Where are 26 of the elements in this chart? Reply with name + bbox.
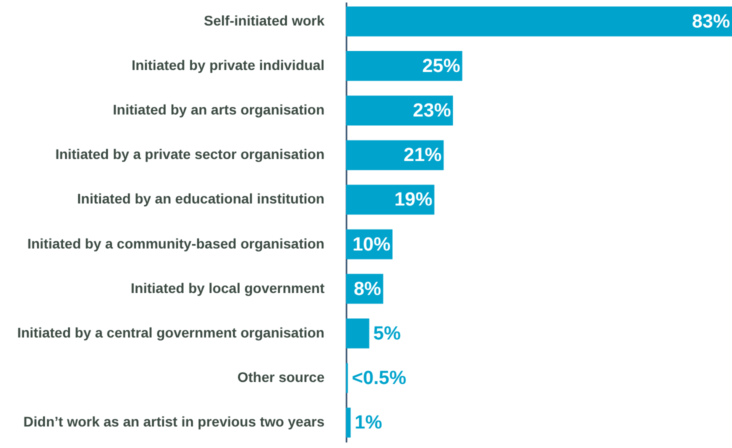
data-label: 1%: [354, 412, 382, 434]
y-tick-label: Initiated by an educational institution: [77, 190, 324, 207]
y-tick-label: Didn’t work as an artist in previous two years: [23, 414, 325, 430]
y-tick-label: Initiated by a community-based organisation: [27, 235, 324, 252]
y-tick-label: Other source: [237, 369, 325, 386]
y-tick-label: Initiated by local government: [130, 280, 325, 296]
y-tick-label: Initiated by an arts organisation: [112, 102, 324, 118]
data-label: <0.5%: [352, 368, 406, 390]
y-tick-label: Initiated by private individual: [132, 56, 324, 73]
bar: [346, 140, 444, 170]
data-label: 5%: [373, 323, 401, 344]
data-label: 25%: [422, 56, 460, 77]
y-tick-label: Initiated by a central government organisation: [17, 324, 324, 340]
bar: [346, 96, 453, 126]
data-label: 8%: [354, 278, 382, 300]
data-label: 83%: [692, 11, 730, 32]
bar: [346, 6, 732, 36]
bar: [346, 408, 351, 438]
y-tick-label: Self-initiated work: [204, 12, 325, 28]
data-label: 19%: [394, 190, 432, 211]
bar: [346, 318, 370, 348]
y-tick-label: Initiated by a private sector organisation: [55, 146, 324, 162]
data-label: 10%: [352, 234, 391, 256]
data-label: 23%: [412, 100, 452, 122]
data-label: 21%: [404, 145, 442, 166]
bar: [346, 51, 462, 81]
